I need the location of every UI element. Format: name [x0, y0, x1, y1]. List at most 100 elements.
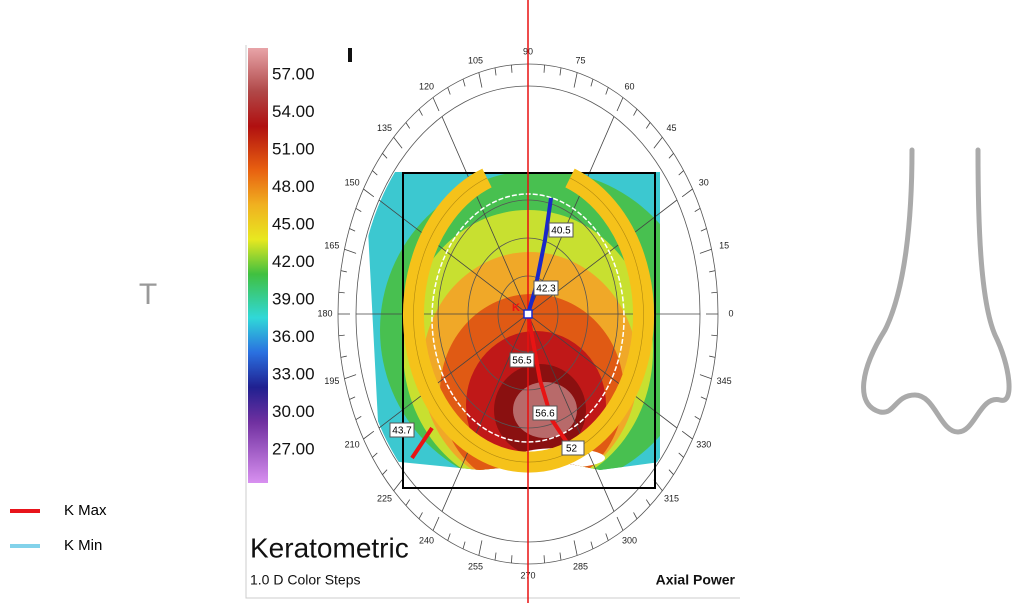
- angle-label: 225: [377, 494, 392, 504]
- tick: [372, 452, 378, 458]
- frame-square: [402, 172, 656, 489]
- tick: [462, 541, 466, 550]
- color-scale-label: 57.00: [272, 64, 315, 83]
- legend-label: K Max: [64, 502, 107, 519]
- color-scale-labels: 57.00 54.00 51.00 48.00 45.00 42.00 39.00 36.00…: [272, 64, 315, 458]
- tick: [699, 374, 712, 380]
- color-scale-label: 30.00: [272, 402, 315, 421]
- k-marker: K: [512, 302, 520, 314]
- tick: [699, 248, 712, 254]
- angle-label: 195: [324, 376, 339, 386]
- tick: [543, 64, 545, 73]
- angle-label: 15: [719, 241, 729, 251]
- tick: [590, 78, 594, 87]
- tick: [418, 512, 423, 519]
- tick: [355, 416, 362, 420]
- kmin-value: 40.5: [551, 226, 571, 237]
- tick: [711, 334, 718, 337]
- tick: [355, 208, 362, 212]
- tick: [605, 533, 609, 541]
- color-scale-label: 48.00: [272, 177, 315, 196]
- tick: [405, 122, 411, 129]
- angle-label: 105: [468, 55, 483, 65]
- tick: [709, 355, 716, 358]
- tick: [678, 452, 684, 458]
- nose-icon: [861, 147, 1012, 435]
- legend-label: K Min: [64, 537, 102, 554]
- tick: [447, 533, 451, 541]
- tick: [344, 374, 357, 380]
- tick: [653, 136, 663, 149]
- tick: [559, 67, 562, 76]
- tick: [573, 72, 578, 88]
- tick: [393, 136, 403, 149]
- tick: [462, 78, 466, 87]
- kmax-value: 43.7: [392, 426, 412, 437]
- tick: [382, 153, 388, 159]
- angle-label: 150: [345, 177, 360, 187]
- tick: [432, 516, 440, 531]
- tick: [447, 87, 451, 95]
- angle-label: 165: [324, 241, 339, 251]
- apex-marker: [523, 309, 533, 319]
- angle-label: 345: [717, 376, 732, 386]
- tick: [338, 334, 345, 337]
- tick: [340, 355, 347, 358]
- kmax-line: [410, 426, 434, 460]
- panel-border: [245, 45, 740, 599]
- angle-label: 210: [345, 439, 360, 449]
- angle-label: 120: [419, 81, 434, 91]
- kmax-value: 56.5: [512, 356, 532, 367]
- tick: [511, 64, 513, 73]
- kmax-value: 56.6: [535, 409, 555, 420]
- tick: [494, 67, 497, 76]
- kmax-value: 52: [566, 444, 578, 455]
- color-scale-label: 39.00: [272, 289, 315, 308]
- value-tags: 40.5 42.3 56.5 56.6 52 43.7 K: [389, 222, 585, 456]
- tick: [616, 516, 624, 531]
- angle-label: 300: [622, 535, 637, 545]
- color-scale-label: 36.00: [272, 327, 315, 346]
- color-scale-label: 42.00: [272, 252, 315, 271]
- angle-label: 330: [696, 439, 711, 449]
- tick: [363, 430, 375, 440]
- kmin-value: 42.3: [536, 284, 556, 295]
- tick: [645, 122, 651, 129]
- angle-label: 0: [728, 308, 733, 318]
- footer-mode: Axial Power: [656, 572, 736, 588]
- tick: [405, 499, 411, 506]
- tick: [338, 291, 345, 294]
- tick: [372, 170, 378, 176]
- color-scale-label: 45.00: [272, 214, 315, 233]
- tick: [678, 170, 684, 176]
- tick: [616, 97, 624, 112]
- angle-label: 180: [317, 308, 332, 318]
- tick: [340, 270, 347, 273]
- color-scale-label: 51.00: [272, 139, 315, 158]
- tick: [681, 188, 693, 198]
- angle-label: 135: [377, 123, 392, 133]
- tick: [694, 208, 701, 212]
- tick: [393, 479, 403, 492]
- tick: [700, 228, 707, 232]
- color-scale-bar: [248, 48, 268, 483]
- kmax-line: [526, 313, 574, 452]
- tick: [605, 87, 609, 95]
- angle-labels: 0153045607590105120135150165180195210225…: [317, 46, 733, 580]
- tick: [478, 72, 483, 88]
- footer-title: Keratometric: [250, 532, 409, 563]
- tick: [590, 541, 594, 550]
- tick: [511, 555, 513, 564]
- tick: [559, 552, 562, 561]
- angle-label: 60: [624, 81, 634, 91]
- color-scale-label: 33.00: [272, 364, 315, 383]
- kmin-line: [526, 197, 553, 315]
- tick: [633, 109, 638, 116]
- tick: [432, 97, 440, 112]
- tick: [668, 153, 674, 159]
- tick: [543, 555, 545, 564]
- color-scale-label: 27.00: [272, 439, 315, 458]
- tick: [700, 396, 707, 400]
